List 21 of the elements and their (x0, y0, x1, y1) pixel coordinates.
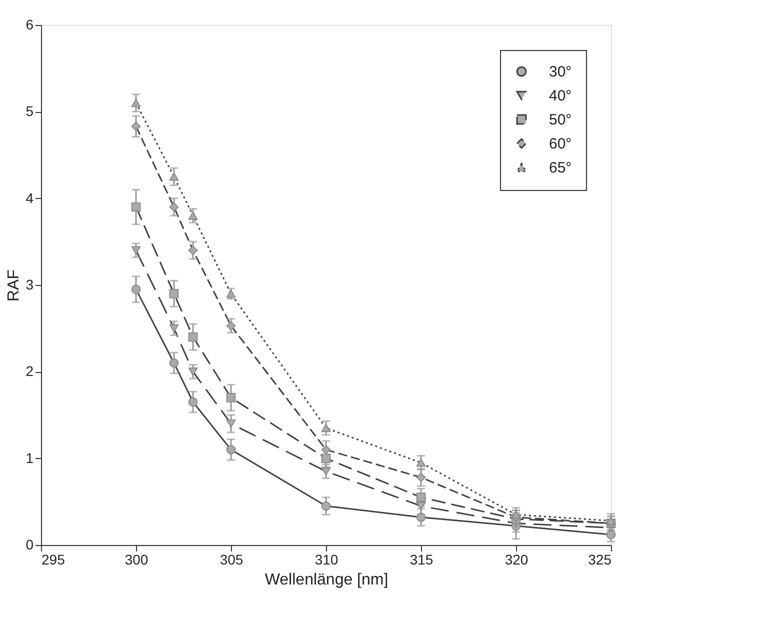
x-tick-label: 325 (588, 552, 612, 568)
y-tick-label: 6 (26, 16, 34, 32)
legend-label: 65° (549, 160, 572, 176)
x-tick-label: 320 (504, 552, 528, 568)
y-tick-label: 2 (26, 363, 34, 380)
x-tick-label: 315 (410, 552, 434, 568)
y-tick-label: 4 (26, 190, 34, 206)
y-tick-label: 3 (26, 276, 34, 292)
y-tick-label: 0 (26, 536, 34, 552)
legend-label: 40° (549, 88, 572, 104)
y-tick-label: 1 (26, 450, 34, 466)
legend-label: 50° (549, 112, 572, 128)
legend-label: 60° (549, 136, 572, 152)
x-axis-title: Wellenlänge [nm] (264, 572, 388, 588)
legend-label: 30° (549, 64, 572, 80)
x-tick-label: 310 (314, 552, 338, 568)
x-tick-label: 300 (124, 552, 148, 568)
y-axis-title: RAF (6, 269, 23, 302)
y-tick-label: 5 (26, 103, 34, 120)
x-tick-label: 295 (42, 552, 66, 568)
x-tick-label: 305 (220, 552, 244, 568)
